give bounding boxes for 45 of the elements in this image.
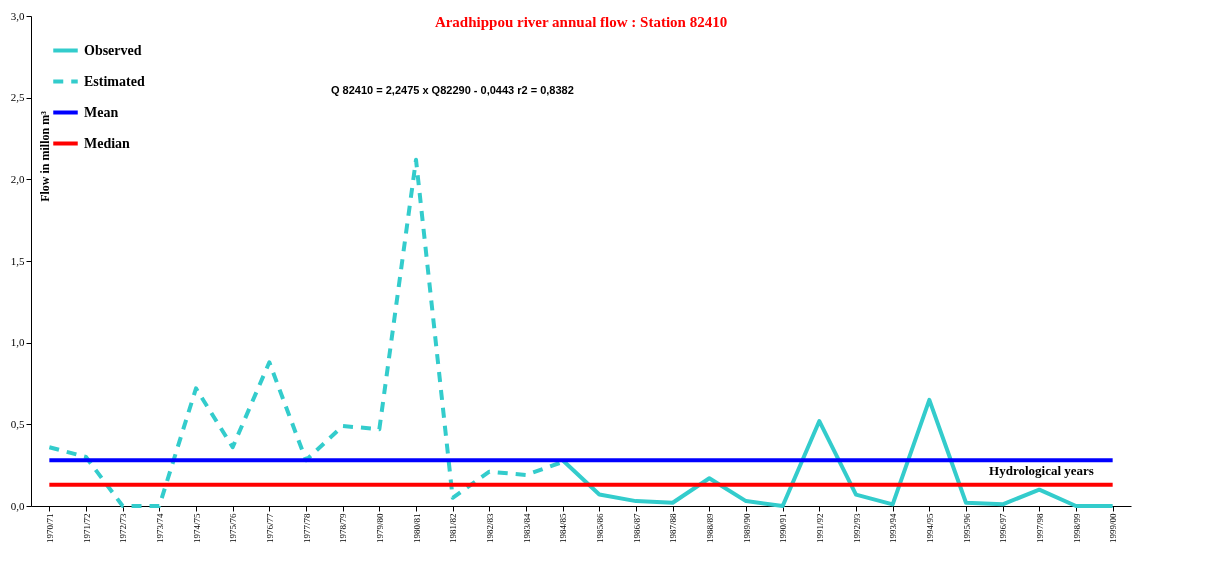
chart-title: Aradhippou river annual flow : Station 82410 <box>434 14 728 30</box>
y-tick-label: 3,0 <box>10 9 25 22</box>
x-axis-title: Hydrological years <box>989 462 1094 478</box>
x-tick-label: 1984/85 <box>558 513 569 544</box>
x-tick-label: 1996/97 <box>998 513 1009 544</box>
y-tick-label: 0,5 <box>10 417 25 430</box>
x-tick-label: 1985/86 <box>594 513 605 544</box>
legend-label: Estimated <box>84 73 145 89</box>
y-tick-label: 2,0 <box>10 172 25 185</box>
x-tick-label: 1987/88 <box>668 513 679 544</box>
x-tick-label: 1976/77 <box>264 513 275 544</box>
x-tick-label: 1974/75 <box>191 513 202 544</box>
legend-label: Median <box>84 135 131 151</box>
x-tick-label: 1990/91 <box>778 513 789 544</box>
x-tick-label: 1997/98 <box>1034 513 1045 544</box>
legend-label: Observed <box>84 42 142 58</box>
y-tick-label: 1,0 <box>10 336 25 349</box>
x-tick-label: 1978/79 <box>338 513 349 544</box>
x-tick-label: 1971/72 <box>81 513 92 544</box>
x-tick-label: 1988/89 <box>704 513 715 544</box>
x-tick-label: 1999/00 <box>1108 513 1119 544</box>
x-tick-label: 1980/81 <box>411 513 422 544</box>
x-tick-label: 1981/82 <box>448 513 459 544</box>
x-tick-label: 1993/94 <box>888 513 899 544</box>
y-tick-label: 0,0 <box>10 499 25 512</box>
x-tick-label: 1982/83 <box>484 513 495 544</box>
x-tick-label: 1973/74 <box>154 513 165 544</box>
x-tick-label: 1994/95 <box>924 513 935 544</box>
y-tick-label: 2,5 <box>10 91 25 104</box>
x-tick-label: 1992/93 <box>851 513 862 544</box>
x-tick-label: 1977/78 <box>301 513 312 544</box>
x-tick-label: 1970/71 <box>44 513 55 544</box>
y-axis-title: Flow in millon m³ <box>37 110 52 202</box>
y-tick-label: 1,5 <box>10 254 25 267</box>
x-tick-label: 1986/87 <box>631 513 642 544</box>
x-tick-label: 1979/80 <box>374 513 385 544</box>
x-tick-label: 1991/92 <box>814 513 825 544</box>
x-tick-label: 1995/96 <box>961 513 972 544</box>
legend-label: Mean <box>84 104 119 120</box>
x-tick-label: 1983/84 <box>521 513 532 544</box>
x-tick-label: 1989/90 <box>741 513 752 544</box>
x-tick-label: 1998/99 <box>1071 513 1082 544</box>
annotation: Q 82410 = 2,2475 x Q82290 - 0,0443 r2 = 0,8382 <box>331 84 574 96</box>
x-tick-label: 1972/73 <box>118 513 129 544</box>
x-tick-label: 1975/76 <box>228 513 239 544</box>
